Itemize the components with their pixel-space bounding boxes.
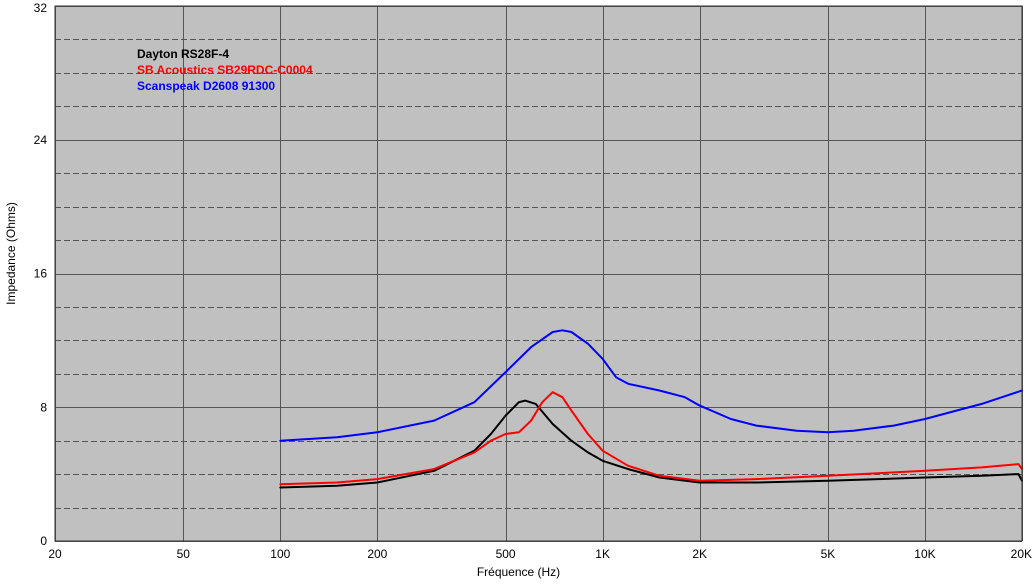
series-lines	[279, 329, 1023, 489]
x-tick-label: 2K	[692, 547, 707, 561]
y-tick-label: 16	[34, 267, 48, 281]
x-tick-label: 10K	[914, 547, 935, 561]
y-axis-title: Impedance (Ohms)	[4, 202, 18, 305]
plot-area	[55, 6, 1022, 541]
y-tick-label: 0	[40, 534, 47, 548]
x-tick-label: 1K	[595, 547, 610, 561]
tick-labels: 20 50 100 200 500 1K 2K 5K 10K 20K 0 8 16 24 32	[34, 1, 1032, 561]
series-line-2	[279, 391, 1023, 486]
legend-entry-2: SB Acoustics SB29RDC-C0004	[137, 63, 313, 77]
plot-frame	[54, 5, 1023, 542]
x-tick-label: 100	[270, 547, 290, 561]
x-tick-label: 5K	[821, 547, 836, 561]
series-line-3	[279, 329, 1023, 442]
legend-entry-3: Scanspeak D2608 91300	[137, 79, 275, 93]
x-tick-label: 200	[367, 547, 387, 561]
x-tick-label: 500	[496, 547, 516, 561]
legend: Dayton RS28F-4 SB Acoustics SB29RDC-C0004…	[137, 47, 313, 93]
y-tick-label: 8	[40, 400, 47, 414]
x-axis-title: Fréquence (Hz)	[477, 565, 560, 579]
x-tick-label: 50	[177, 547, 191, 561]
legend-entry-1: Dayton RS28F-4	[137, 47, 229, 61]
x-tick-label: 20K	[1011, 547, 1032, 561]
x-tick-label: 20	[48, 547, 62, 561]
y-tick-label: 32	[34, 1, 48, 15]
y-tick-label: 24	[34, 133, 48, 147]
